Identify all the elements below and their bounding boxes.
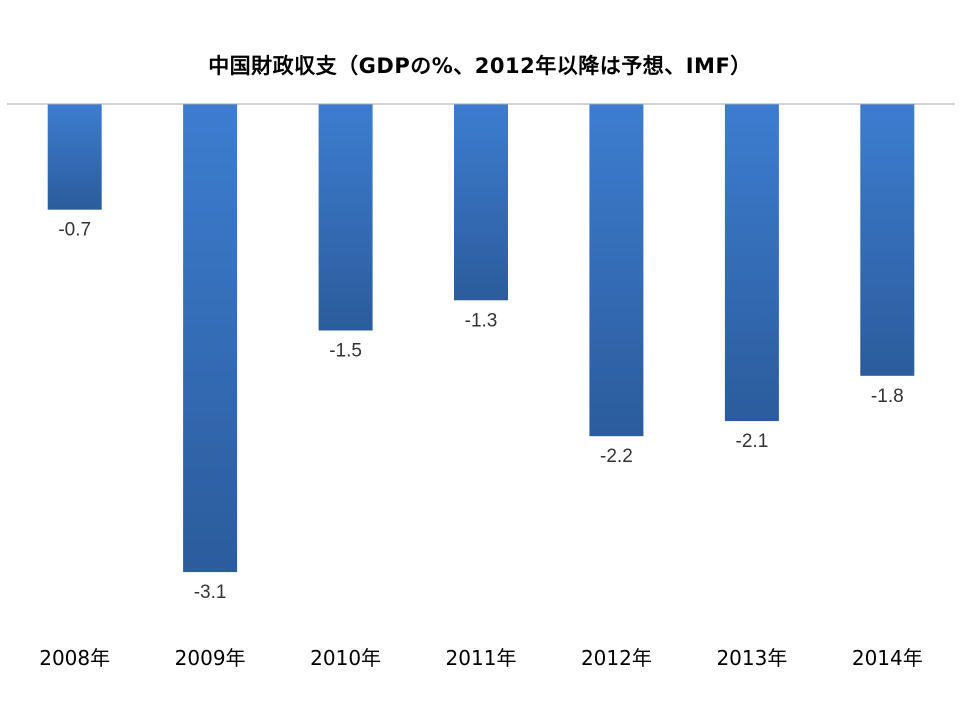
data-label-2009年: -3.1	[194, 582, 227, 603]
bar-2014年	[860, 104, 915, 376]
data-label-2010年: -1.5	[329, 341, 362, 362]
category-label-2012年: 2012年	[581, 646, 652, 670]
category-label-2013年: 2013年	[716, 646, 787, 670]
bar-2009年	[183, 104, 238, 573]
bar-2013年	[724, 104, 779, 422]
bar-2011年	[454, 104, 508, 301]
data-label-2014年: -1.8	[871, 386, 904, 407]
bar-2012年	[589, 104, 644, 437]
data-label-2008年: -0.7	[58, 220, 91, 241]
category-label-2011年: 2011年	[446, 646, 517, 670]
data-label-2011年: -1.3	[465, 310, 498, 331]
data-label-2012年: -2.2	[600, 446, 633, 467]
category-label-2009年: 2009年	[175, 646, 246, 670]
bar-2010年	[318, 104, 373, 331]
category-label-2010年: 2010年	[310, 646, 381, 670]
data-labels-layer: -0.7 -3.1 -1.5 -1.3 -2.2 -2.1 -1.8	[58, 220, 903, 603]
category-label-2014年: 2014年	[852, 646, 923, 670]
data-label-2013年: -2.1	[736, 431, 769, 452]
category-labels-layer: 2008年 2009年 2010年 2011年 2012年 2013年 2014年	[39, 646, 923, 670]
bar-2008年	[47, 104, 102, 210]
category-label-2008年: 2008年	[39, 646, 110, 670]
chart-title: 中国財政収支（GDPの%、2012年以降は予想、IMF）	[208, 54, 752, 78]
bars-layer	[47, 104, 915, 573]
